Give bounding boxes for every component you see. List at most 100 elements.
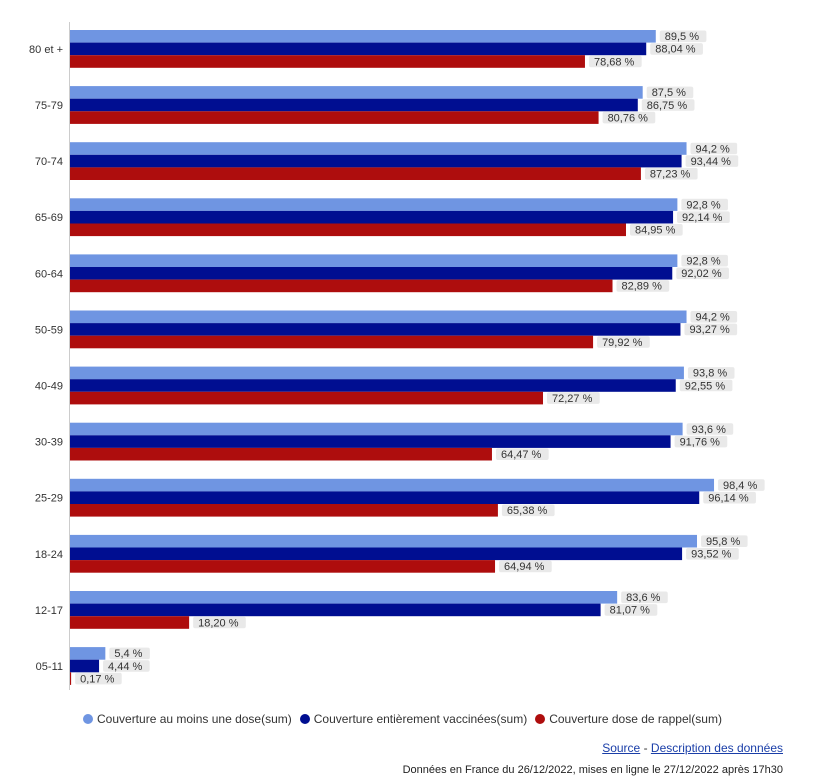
data-label-background [597, 336, 650, 348]
bar-booster[interactable] [70, 672, 72, 685]
links-separator: - [640, 741, 651, 755]
data-label-fully-vaccinated: 92,14 % [682, 212, 723, 224]
data-label-background [684, 323, 738, 336]
data-label-booster: 82,89 % [622, 281, 663, 293]
data-label-background [701, 535, 748, 547]
data-label-background [674, 435, 728, 448]
source-link[interactable]: Source [602, 741, 641, 755]
data-label-booster: 18,20 % [198, 617, 239, 629]
bar-booster[interactable] [70, 223, 626, 237]
data-label-fully-vaccinated: 88,04 % [655, 44, 696, 56]
data-label-booster: 72,27 % [552, 393, 593, 405]
bar-first-dose[interactable] [70, 647, 106, 660]
data-label-booster: 79,92 % [602, 337, 643, 349]
data-label-first-dose: 98,4 % [723, 480, 757, 492]
bar-booster[interactable] [70, 560, 496, 573]
data-label-first-dose: 89,5 % [665, 31, 699, 43]
bar-fully-vaccinated[interactable] [70, 267, 673, 280]
data-label-background [703, 491, 756, 504]
data-label-fully-vaccinated: 86,75 % [647, 100, 688, 112]
bar-fully-vaccinated[interactable] [70, 491, 700, 504]
data-label-background [495, 448, 549, 460]
data-label-first-dose: 92,8 % [686, 256, 720, 268]
data-label-first-dose: 94,2 % [696, 312, 730, 324]
category-label: 18-24 [35, 549, 63, 561]
data-label-fully-vaccinated: 4,44 % [108, 661, 142, 673]
data-date-footer: Données en France du 26/12/2022, mises e… [402, 764, 783, 776]
data-label-fully-vaccinated: 81,07 % [610, 605, 651, 617]
data-label-background [659, 30, 707, 43]
bar-first-dose[interactable] [70, 86, 643, 99]
data-description-link[interactable]: Description des données [650, 741, 783, 755]
bar-first-dose[interactable] [70, 142, 687, 155]
bar-fully-vaccinated[interactable] [70, 98, 638, 112]
bar-first-dose[interactable] [70, 310, 687, 324]
bar-fully-vaccinated[interactable] [70, 154, 682, 168]
data-label-background [602, 111, 656, 124]
bar-first-dose[interactable] [70, 198, 678, 211]
data-label-background [690, 142, 738, 155]
data-label-background [588, 55, 642, 68]
bar-chart: 89,5 %88,04 % 78,68 % 87,5 %86,75 %80,76 %… [29, 22, 765, 690]
data-label-booster: 84,95 % [635, 225, 676, 237]
legend-marker-fully-vaccinated [299, 714, 310, 724]
bar-booster[interactable] [70, 279, 613, 293]
bar-fully-vaccinated[interactable] [70, 379, 676, 392]
bar-first-dose[interactable] [70, 254, 678, 267]
bar-fully-vaccinated[interactable] [70, 659, 100, 673]
bar-booster[interactable] [70, 391, 544, 405]
legend-label-booster: Couverture dose de rappel(sum) [549, 712, 722, 726]
bar-first-dose[interactable] [70, 591, 618, 604]
bar-fully-vaccinated[interactable] [70, 603, 601, 617]
bar-first-dose[interactable] [70, 366, 684, 380]
data-label-background [677, 211, 730, 223]
bar-booster[interactable] [70, 335, 594, 349]
bar-fully-vaccinated[interactable] [70, 435, 671, 448]
bar-first-dose[interactable] [70, 534, 698, 548]
category-label: 80 et + [29, 44, 63, 56]
data-label-background [650, 43, 703, 55]
data-label-first-dose: 92,8 % [686, 199, 720, 211]
data-label-background [718, 479, 765, 491]
bar-booster[interactable] [70, 447, 492, 461]
data-label-booster: 78,68 % [594, 56, 635, 68]
bar-fully-vaccinated[interactable] [70, 547, 683, 561]
data-label-first-dose: 95,8 % [706, 536, 740, 548]
bar-first-dose[interactable] [70, 30, 656, 43]
data-label-fully-vaccinated: 93,27 % [689, 324, 730, 336]
data-label-booster: 0,17 % [80, 673, 114, 685]
bar-first-dose[interactable] [70, 478, 715, 492]
value-labels-layer: 89,5 %88,04 % 78,68 % 87,5 %86,75 %80,76 %… [75, 30, 765, 685]
bar-fully-vaccinated[interactable] [70, 210, 674, 224]
category-labels-layer: 80 et + 75-79 70-74 65-69 60-64 50-59 40-49 30-… [29, 44, 63, 673]
bar-fully-vaccinated[interactable] [70, 323, 681, 336]
data-label-fully-vaccinated: 96,14 % [708, 493, 749, 505]
data-label-background [75, 672, 122, 685]
data-label-background [644, 167, 698, 180]
category-label: 50-59 [35, 324, 63, 336]
data-label-background [621, 591, 668, 604]
category-label: 40-49 [35, 381, 63, 393]
bar-booster[interactable] [70, 55, 585, 68]
category-label: 70-74 [35, 156, 63, 168]
data-label-background [685, 155, 739, 167]
data-label-background [501, 504, 555, 517]
data-label-background [499, 560, 552, 573]
bar-first-dose[interactable] [70, 422, 683, 436]
data-label-background [686, 423, 734, 435]
bars-layer [70, 30, 715, 685]
bar-fully-vaccinated[interactable] [70, 42, 647, 56]
data-label-booster: 64,47 % [501, 449, 542, 461]
data-label-background [687, 367, 735, 379]
legend-item-booster[interactable]: Couverture dose de rappel(sum) [535, 712, 722, 726]
data-label-first-dose: 93,6 % [692, 424, 726, 436]
bar-booster[interactable] [70, 616, 190, 629]
category-label: 05-11 [36, 661, 63, 673]
data-label-background [103, 660, 150, 672]
data-label-background [646, 86, 694, 99]
legend-item-fully-vaccinated[interactable]: Couverture entièrement vaccinées(sum) [299, 712, 527, 726]
bar-booster[interactable] [70, 504, 498, 517]
legend-item-first-dose[interactable]: Couverture au moins une dose(sum) [83, 712, 292, 726]
bar-booster[interactable] [70, 167, 641, 180]
bar-booster[interactable] [70, 111, 599, 124]
